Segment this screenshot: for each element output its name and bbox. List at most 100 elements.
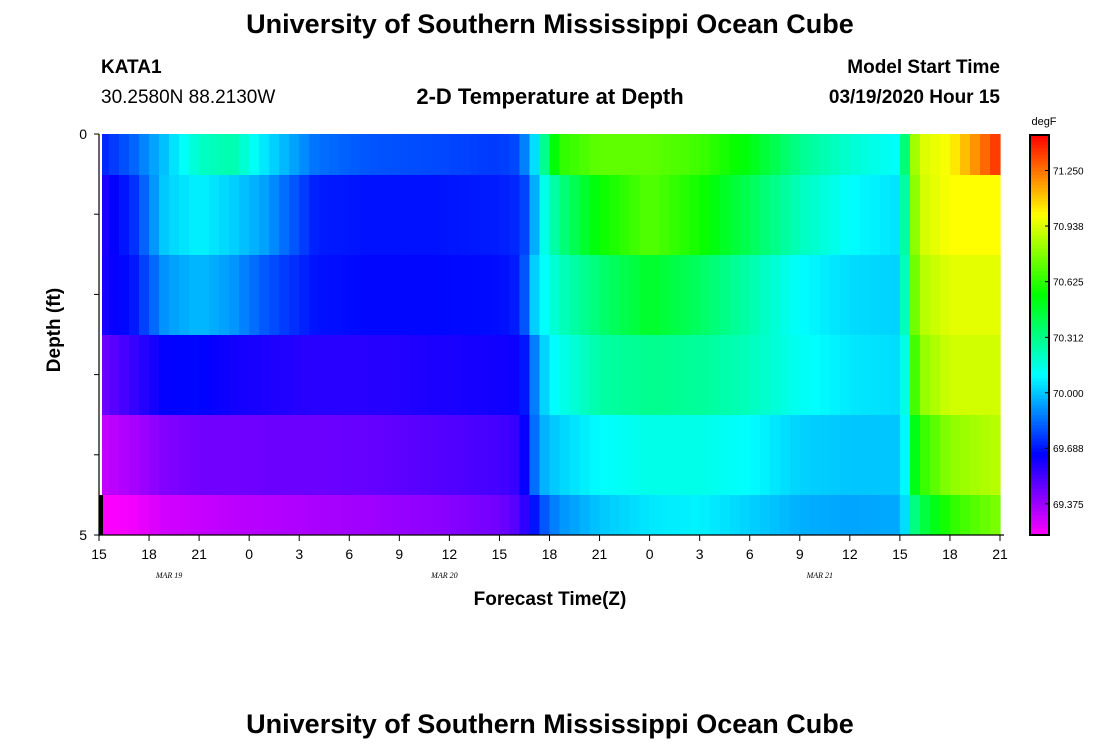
heatmap-cell: [679, 415, 691, 495]
colorbar-segment: [1030, 421, 1049, 426]
colorbar-segment: [1030, 191, 1049, 196]
heatmap-cell: [389, 495, 400, 535]
heatmap-cell: [979, 175, 991, 255]
heatmap-cell: [599, 175, 611, 255]
heatmap-cell: [159, 134, 170, 175]
colorbar-segment: [1030, 161, 1049, 166]
heatmap-cell: [209, 495, 220, 535]
heatmap-cell: [379, 415, 390, 495]
heatmap-cell: [739, 415, 751, 495]
colorbar-segment: [1030, 201, 1049, 206]
heatmap-cell: [509, 175, 521, 255]
heatmap-cell: [739, 175, 751, 255]
heatmap-cell: [599, 134, 611, 175]
heatmap-cell: [819, 134, 831, 175]
heatmap-cell: [919, 415, 931, 495]
heatmap-cell: [449, 495, 460, 535]
heatmap-cell: [939, 134, 951, 175]
heatmap-cell: [259, 495, 270, 535]
heatmap-cell: [609, 335, 621, 415]
heatmap-cell: [979, 255, 991, 335]
colorbar-segment: [1030, 458, 1049, 463]
heatmap-cell: [989, 335, 1001, 415]
heatmap-cell: [199, 175, 210, 255]
heatmap-cell: [549, 335, 561, 415]
heatmap-cell: [399, 415, 410, 495]
heatmap-cell: [129, 175, 140, 255]
heatmap-cell: [589, 495, 601, 535]
heatmap-cell: [729, 175, 741, 255]
heatmap-cell: [369, 495, 380, 535]
heatmap-cell: [649, 415, 661, 495]
colorbar-segment: [1030, 395, 1049, 399]
heatmap-cell: [779, 335, 791, 415]
heatmap-cell: [289, 335, 300, 415]
heatmap-cell: [839, 134, 851, 175]
heatmap-cell: [809, 415, 821, 495]
heatmap-cell: [829, 415, 841, 495]
heatmap-cell: [369, 175, 380, 255]
heatmap-cell: [429, 134, 440, 175]
date-label: MAR 21: [806, 571, 833, 580]
heatmap-cell: [549, 415, 561, 495]
colorbar-segment: [1030, 361, 1049, 366]
colorbar-segment: [1030, 218, 1049, 223]
heatmap-cell: [779, 495, 791, 535]
heatmap-cell: [299, 255, 310, 335]
colorbar-segment: [1030, 428, 1049, 433]
x-tick-label: 12: [842, 546, 858, 562]
heatmap-cell: [539, 335, 551, 415]
heatmap-cell: [809, 134, 821, 175]
x-tick-label: 15: [91, 546, 107, 562]
heatmap-cell: [159, 335, 170, 415]
colorbar-segment: [1030, 455, 1049, 459]
heatmap-cell: [219, 175, 230, 255]
heatmap-cell: [299, 415, 310, 495]
heatmap-cell: [639, 175, 651, 255]
heatmap-cell: [589, 134, 601, 175]
heatmap-cell: [859, 175, 871, 255]
colorbar-segment: [1030, 431, 1049, 436]
heatmap-cell: [519, 335, 531, 415]
heatmap-cell: [939, 335, 951, 415]
heatmap-cell: [449, 134, 460, 175]
heatmap-cell: [279, 495, 290, 535]
heatmap-cell: [749, 335, 761, 415]
product-title: 2-D Temperature at Depth: [416, 84, 684, 109]
heatmap-cell: [149, 415, 160, 495]
heatmap-cell: [639, 495, 651, 535]
heatmap-cell: [839, 495, 851, 535]
heatmap-cell: [519, 495, 531, 535]
heatmap-cell: [129, 255, 140, 335]
heatmap-cell: [689, 335, 701, 415]
colorbar-segment: [1030, 468, 1049, 473]
colorbar-segment: [1030, 261, 1049, 266]
heatmap-cell: [239, 495, 250, 535]
heatmap-cell: [99, 335, 110, 415]
heatmap-cell: [909, 134, 921, 175]
heatmap-cell: [109, 415, 120, 495]
heatmap-cell: [159, 495, 170, 535]
heatmap-cell: [769, 134, 781, 175]
heatmap-cell: [789, 495, 801, 535]
colorbar-segment: [1030, 255, 1049, 259]
heatmap-cell: [729, 335, 741, 415]
heatmap-cell: [949, 415, 961, 495]
heatmap-cell: [669, 335, 681, 415]
x-tick-label: 3: [295, 546, 303, 562]
heatmap-cell: [959, 175, 971, 255]
x-tick-label: 12: [442, 546, 458, 562]
colorbar-segment: [1030, 465, 1049, 469]
heatmap-cell: [289, 415, 300, 495]
heatmap-cell: [859, 134, 871, 175]
heatmap-cell: [329, 335, 340, 415]
heatmap-cell: [619, 134, 631, 175]
heatmap-cell: [869, 134, 881, 175]
heatmap-cell: [849, 415, 861, 495]
x-tick-label: 18: [942, 546, 958, 562]
heatmap-cell: [419, 415, 430, 495]
heatmap-cell: [319, 134, 330, 175]
heatmap-cell: [639, 335, 651, 415]
heatmap-cell: [489, 134, 501, 175]
heatmap-cell: [369, 415, 380, 495]
